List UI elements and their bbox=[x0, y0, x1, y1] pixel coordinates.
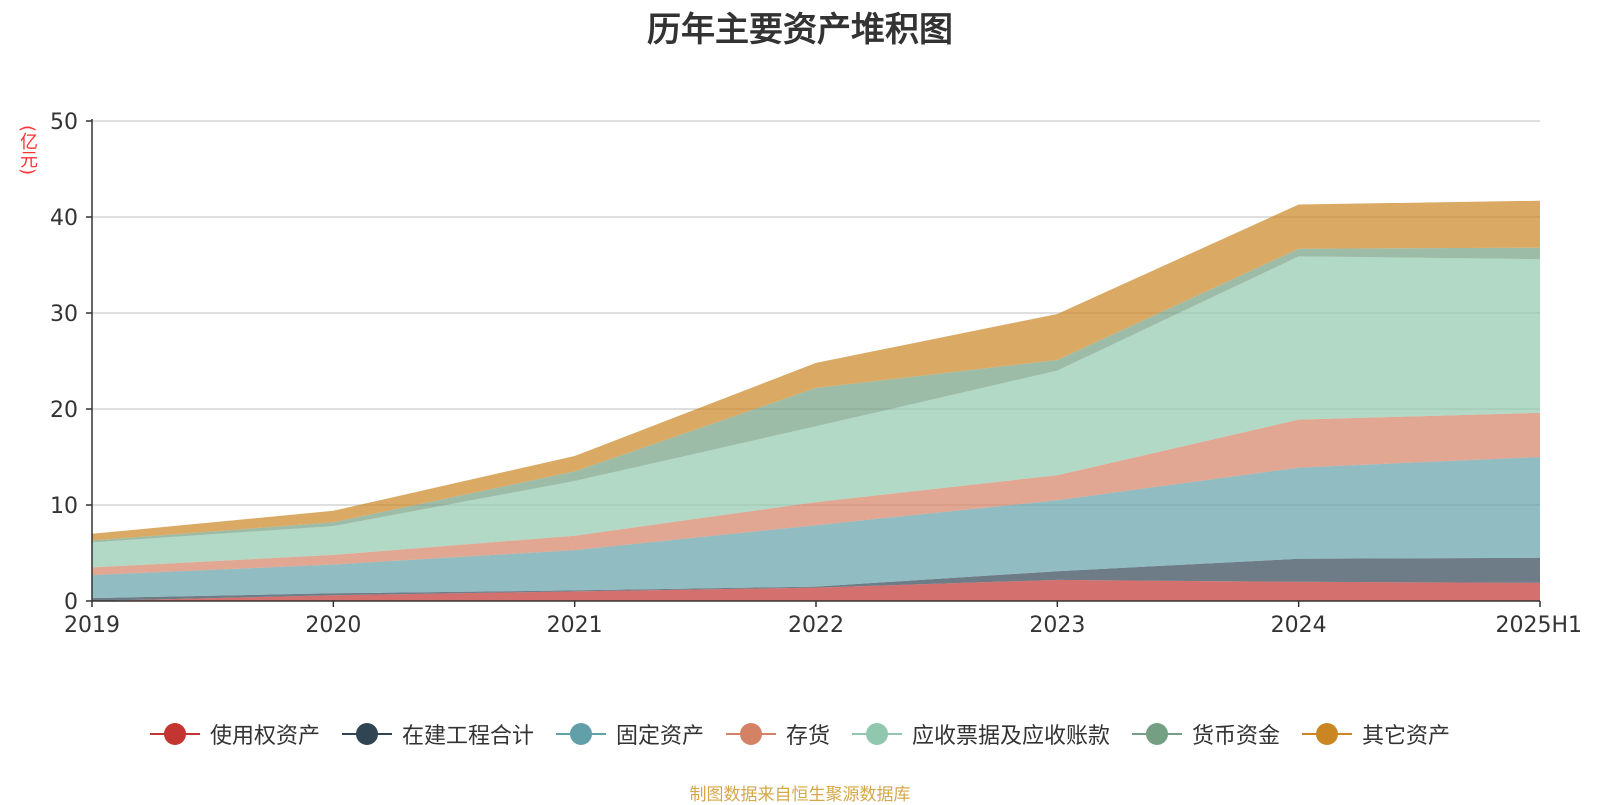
data-source-note: 制图数据来自恒生聚源数据库 bbox=[689, 785, 911, 805]
legend-marker-icon bbox=[725, 722, 776, 746]
area-series-1 bbox=[92, 557, 1540, 601]
axes: 0 10 20 30 40 50 2019 2020 2021 2022 2023 2024 2025H… bbox=[50, 110, 1582, 638]
legend-item-2[interactable]: 固定资产 bbox=[555, 718, 704, 750]
legend-marker-icon bbox=[555, 722, 606, 746]
x-tick-label: 2020 bbox=[305, 613, 361, 638]
legend-label: 使用权资产 bbox=[209, 724, 320, 749]
y-tick-label: 50 bbox=[50, 110, 78, 135]
legend-marker-icon bbox=[1132, 722, 1183, 746]
area-series-4 bbox=[92, 256, 1540, 568]
legend-marker-icon bbox=[1302, 722, 1353, 746]
area-series-2 bbox=[92, 457, 1540, 599]
stacked-area-chart: 0 10 20 30 40 50 2019 2020 2021 2022 2023 2024 2025H… bbox=[50, 110, 1582, 638]
legend-marker-icon bbox=[149, 722, 200, 746]
x-tick-label: 2023 bbox=[1029, 613, 1085, 638]
legend-label: 货币资金 bbox=[1192, 724, 1281, 749]
y-axis-unit: (亿元) bbox=[17, 125, 38, 176]
legend-marker-icon bbox=[341, 722, 392, 746]
x-tick-label: 2024 bbox=[1271, 613, 1327, 638]
legend-item-3[interactable]: 存货 bbox=[725, 718, 830, 750]
legend-marker-icon bbox=[852, 722, 902, 746]
area-series-6 bbox=[92, 200, 1540, 541]
legend: 使用权资产 在建工程合计 固定资产 存货 应收票据及应收账款 货币资金 其它资产 bbox=[0, 718, 1600, 750]
legend-label: 其它资产 bbox=[1362, 724, 1451, 749]
y-tick-label: 40 bbox=[50, 206, 78, 231]
legend-item-4[interactable]: 应收票据及应收账款 bbox=[852, 718, 1110, 750]
x-tick-label: 2019 bbox=[64, 613, 120, 638]
x-tick-label: 2021 bbox=[547, 613, 603, 638]
y-tick-label: 10 bbox=[50, 494, 78, 519]
legend-item-5[interactable]: 货币资金 bbox=[1132, 718, 1280, 750]
x-tick-label: 2025H1 bbox=[1495, 613, 1582, 638]
x-tick-label: 2022 bbox=[788, 613, 844, 638]
chart-title: 历年主要资产堆积图 bbox=[647, 10, 953, 50]
legend-item-0[interactable]: 使用权资产 bbox=[149, 718, 320, 750]
area-series bbox=[92, 200, 1540, 601]
y-tick-label: 30 bbox=[50, 302, 78, 327]
y-tick-label: 20 bbox=[50, 398, 78, 423]
legend-label: 应收票据及应收账款 bbox=[912, 724, 1111, 749]
legend-label: 存货 bbox=[785, 724, 830, 749]
legend-item-6[interactable]: 其它资产 bbox=[1302, 718, 1450, 750]
legend-label: 固定资产 bbox=[615, 724, 704, 749]
area-series-5 bbox=[92, 247, 1540, 543]
y-tick-label: 0 bbox=[64, 590, 78, 615]
legend-label: 在建工程合计 bbox=[401, 724, 534, 749]
legend-item-1[interactable]: 在建工程合计 bbox=[341, 718, 534, 750]
area-series-0 bbox=[92, 579, 1540, 601]
area-series-3 bbox=[92, 412, 1540, 576]
